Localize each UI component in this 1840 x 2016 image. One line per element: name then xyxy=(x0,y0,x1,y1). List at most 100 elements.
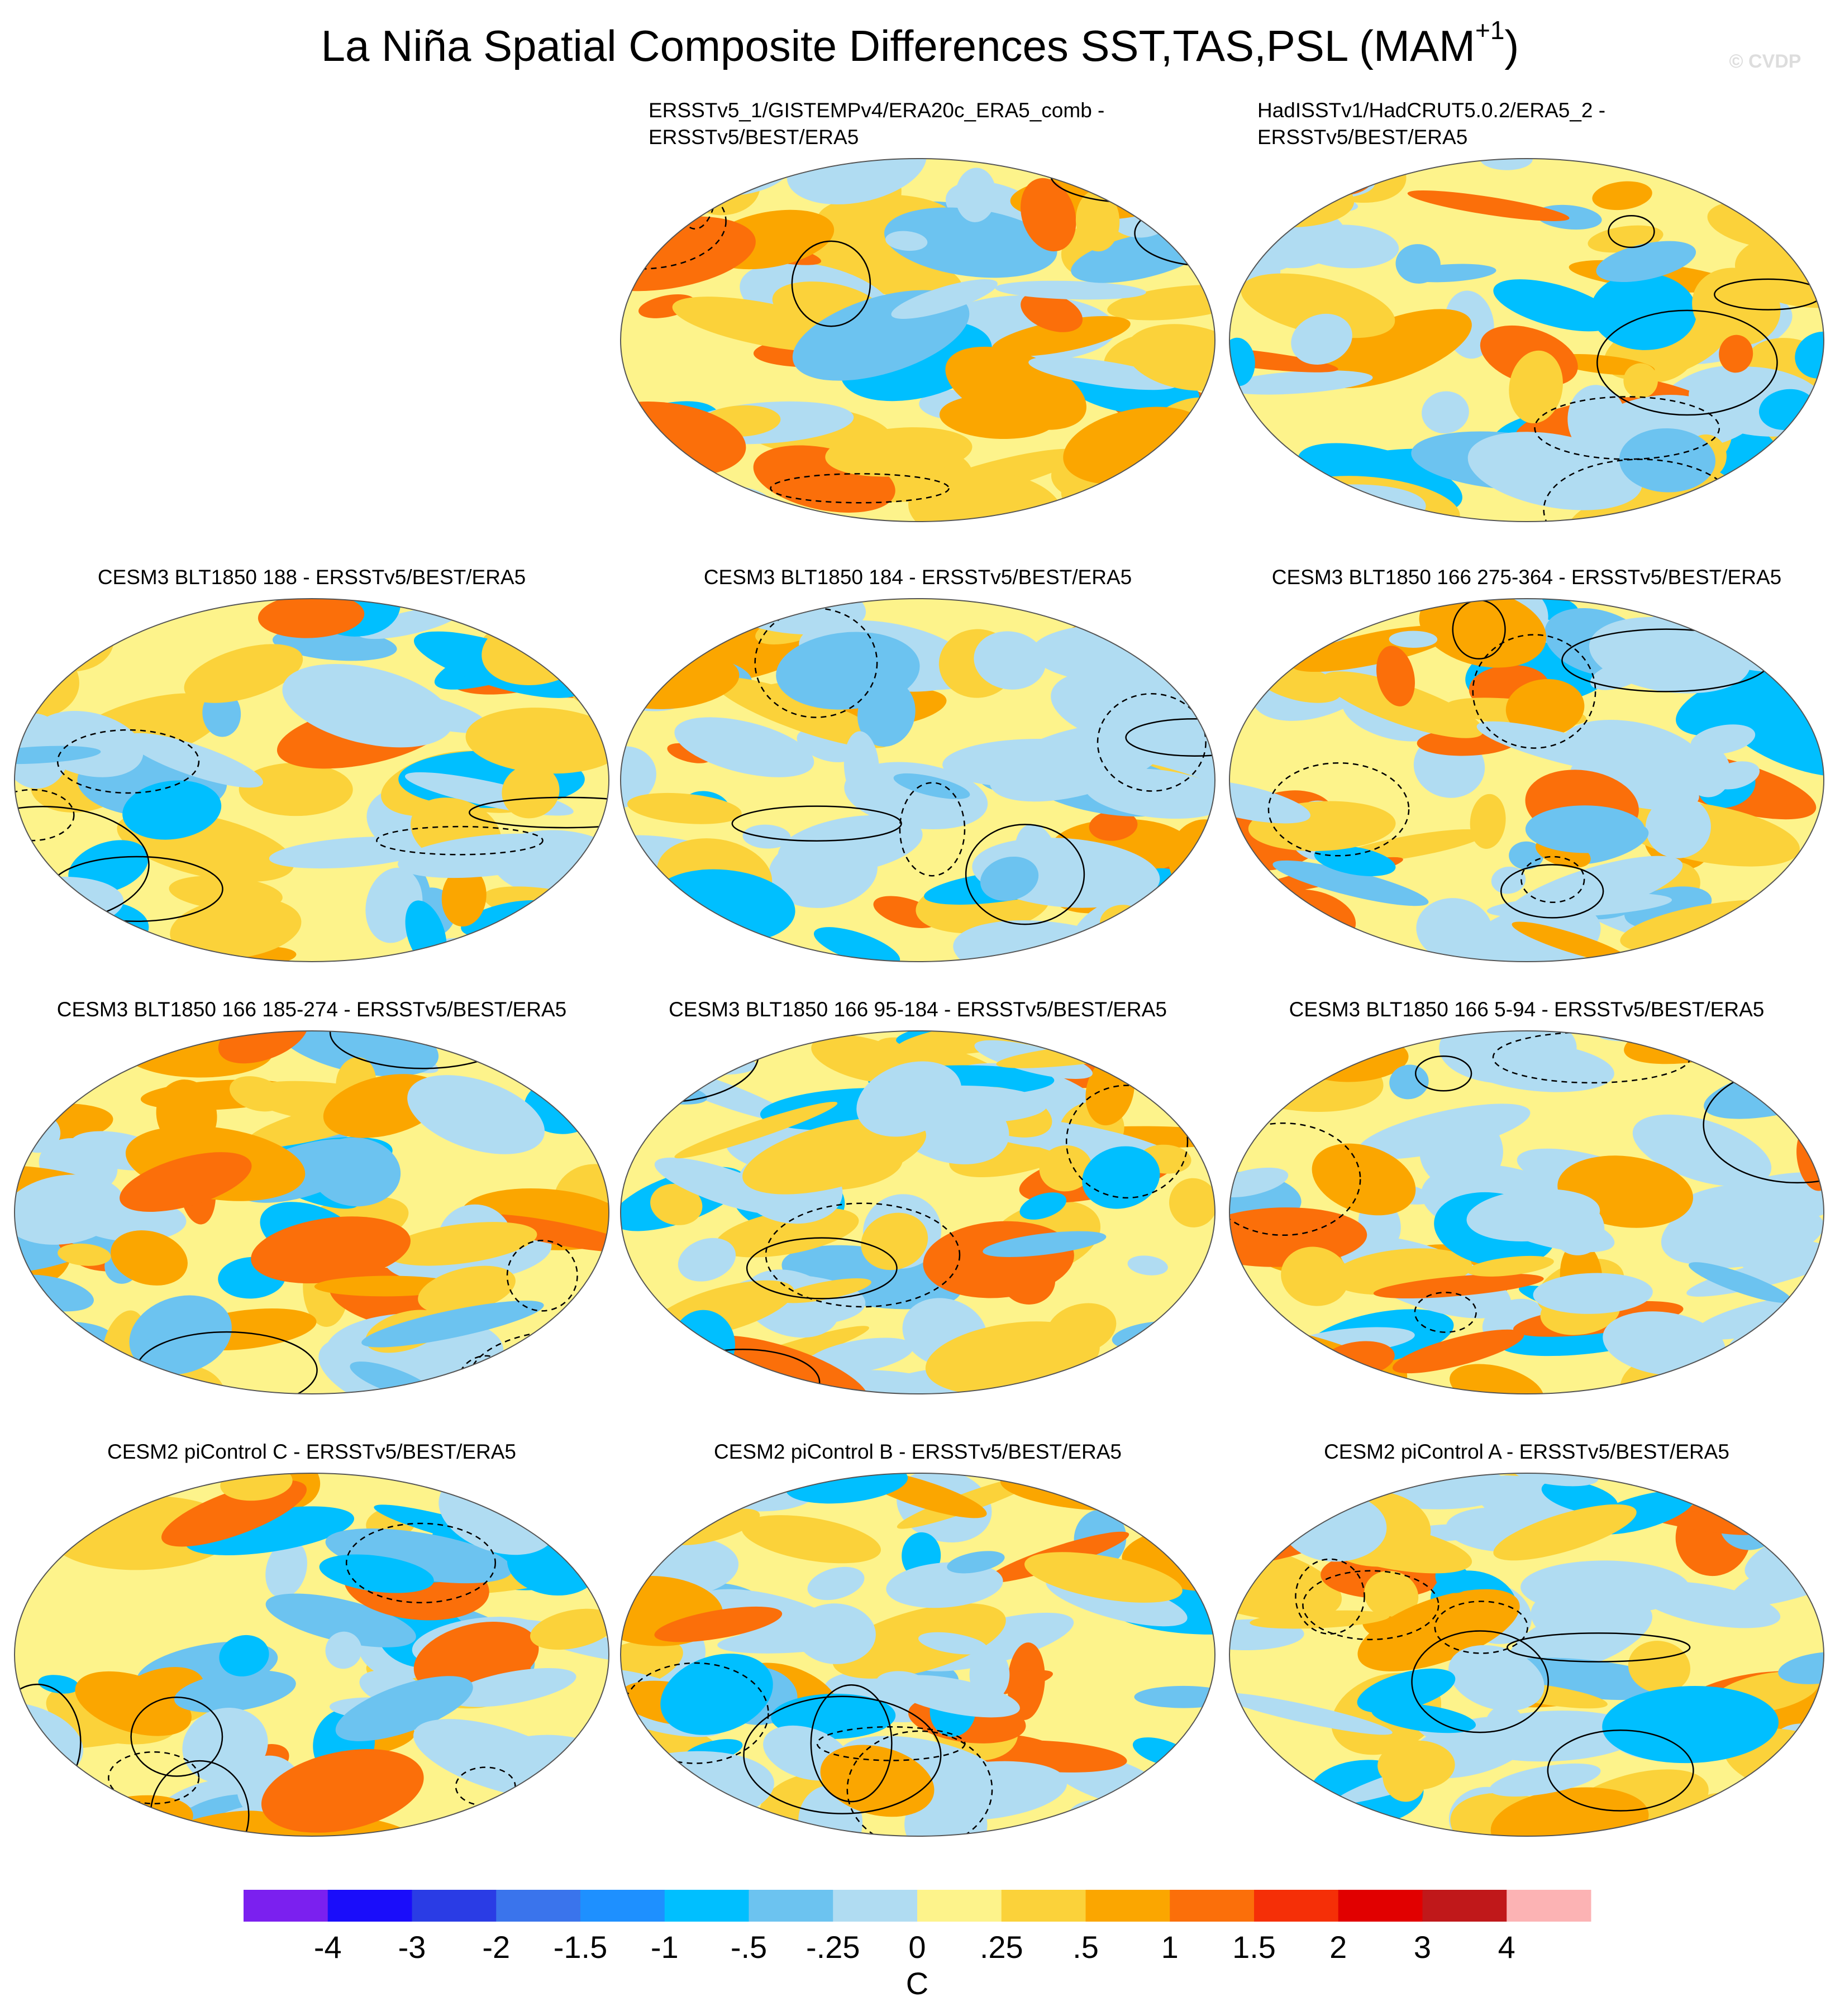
map-anomaly-blob xyxy=(174,1670,296,1713)
map-anomaly-blob xyxy=(1088,159,1215,200)
map-anomaly-blob xyxy=(1765,175,1824,195)
map-anomaly-blob xyxy=(621,1639,683,1697)
map-anomaly-blob xyxy=(1541,1480,1618,1514)
map-outline xyxy=(620,158,1215,522)
map-anomaly-blob xyxy=(15,1031,105,1057)
map-anomaly-blob xyxy=(1021,178,1076,252)
map-anomaly-blob xyxy=(552,599,608,648)
map-anomaly-blob xyxy=(1796,159,1824,191)
map-anomaly-blob xyxy=(1241,273,1395,338)
map-panel xyxy=(1229,599,1824,962)
map-anomaly-blob xyxy=(1689,1262,1792,1303)
colorbar-box xyxy=(1085,1890,1170,1922)
map-anomaly-blob xyxy=(939,394,1057,439)
map-anomaly-blob xyxy=(715,1207,859,1258)
map-anomaly-blob xyxy=(1487,893,1672,918)
map-anomaly-blob xyxy=(1126,324,1215,391)
map-anomaly-blob xyxy=(995,280,1146,300)
map-anomaly-blob xyxy=(1461,902,1601,962)
map-anomaly-blob xyxy=(1082,1146,1160,1209)
map-anomaly-blob xyxy=(991,316,1131,357)
psl-contour xyxy=(1229,1356,1362,1394)
map-panel xyxy=(621,1473,1215,1836)
psl-contour xyxy=(746,1237,898,1300)
map-anomaly-blob xyxy=(1762,899,1824,962)
map-anomaly-blob xyxy=(580,657,609,687)
colorbar-box xyxy=(1338,1890,1423,1922)
map-anomaly-blob xyxy=(239,762,353,816)
map-anomaly-blob xyxy=(1127,1255,1168,1275)
map-anomaly-blob xyxy=(15,1769,79,1804)
map-anomaly-blob xyxy=(1392,1329,1524,1374)
psl-contour xyxy=(1411,1630,1549,1733)
map-anomaly-blob xyxy=(1489,1763,1601,1797)
map-anomaly-blob xyxy=(1619,428,1716,493)
map-anomaly-blob xyxy=(1683,745,1731,797)
colorbar-tick-label: 2 xyxy=(1329,1929,1347,1965)
map-anomaly-blob xyxy=(1377,1740,1455,1790)
panel-title: ERSSTv5/BEST/ERA5 xyxy=(649,126,859,149)
colorbar-unit: C xyxy=(906,1966,928,2001)
map-anomaly-blob xyxy=(741,1515,881,1564)
map-outline xyxy=(620,1030,1215,1394)
map-anomaly-blob xyxy=(1169,1178,1215,1227)
map-anomaly-blob xyxy=(1509,841,1544,870)
psl-contour xyxy=(1267,762,1410,857)
map-anomaly-blob xyxy=(1512,921,1632,962)
title-superscript: +1 xyxy=(1475,16,1504,45)
psl-contour xyxy=(1472,634,1596,749)
psl-contour xyxy=(621,1776,697,1824)
map-anomaly-blob xyxy=(1028,356,1178,390)
map-anomaly-blob xyxy=(825,427,973,477)
map-anomaly-blob xyxy=(1312,1143,1416,1216)
map-anomaly-blob xyxy=(1755,1057,1824,1101)
map-anomaly-blob xyxy=(652,1031,717,1065)
map-anomaly-blob xyxy=(832,1603,1006,1679)
map-anomaly-blob xyxy=(650,1183,703,1225)
map-anomaly-blob xyxy=(807,1566,865,1601)
map-anomaly-blob xyxy=(678,1238,736,1282)
map-anomaly-blob xyxy=(184,644,303,703)
map-anomaly-blob xyxy=(884,207,1057,278)
map-panel xyxy=(621,599,1215,962)
map-anomaly-blob xyxy=(530,1497,609,1525)
map-anomaly-blob xyxy=(1229,919,1351,961)
map-anomaly-blob xyxy=(861,1212,928,1270)
map-anomaly-blob xyxy=(969,1648,1010,1702)
colorbar-box xyxy=(664,1890,749,1922)
map-anomaly-blob xyxy=(261,1749,424,1833)
psl-contour xyxy=(1434,1601,1528,1654)
map-panel xyxy=(15,599,609,962)
panel-title: CESM3 BLT1850 166 95-184 - ERSSTv5/BEST/… xyxy=(669,998,1167,1021)
map-anomaly-blob xyxy=(1137,613,1215,666)
map-panel xyxy=(621,159,1215,522)
map-anomaly-blob xyxy=(955,168,997,222)
map-anomaly-blob xyxy=(449,1668,576,1707)
map-panel xyxy=(1229,159,1824,522)
map-outline xyxy=(14,598,609,962)
map-anomaly-blob xyxy=(1000,1255,1056,1305)
psl-contour xyxy=(376,825,544,856)
map-anomaly-blob xyxy=(170,897,302,959)
map-anomaly-blob xyxy=(889,1675,1020,1718)
map-outline xyxy=(14,1473,609,1837)
psl-contour xyxy=(621,173,727,270)
map-anomaly-blob xyxy=(1592,181,1652,211)
map-anomaly-blob xyxy=(621,603,770,620)
map-panel xyxy=(1229,1473,1824,1836)
colorbar-tick-label: .5 xyxy=(1072,1929,1099,1965)
map-anomaly-blob xyxy=(1752,166,1824,194)
map-anomaly-blob xyxy=(1596,241,1696,283)
map-anomaly-blob xyxy=(325,1631,362,1669)
map-outline xyxy=(620,598,1215,962)
map-anomaly-blob xyxy=(1672,1355,1824,1394)
panel-title: ERSSTv5/BEST/ERA5 xyxy=(1257,126,1467,149)
colorbar-tick-label: 1 xyxy=(1161,1929,1179,1965)
map-anomaly-blob xyxy=(1490,1787,1649,1836)
psl-contour xyxy=(1295,1558,1365,1635)
map-anomaly-blob xyxy=(1422,391,1469,434)
psl-contour xyxy=(1229,1122,1361,1236)
map-anomaly-blob xyxy=(1024,1552,1183,1603)
colorbar-tick-label: -4 xyxy=(314,1929,342,1965)
psl-contour xyxy=(1534,396,1720,460)
